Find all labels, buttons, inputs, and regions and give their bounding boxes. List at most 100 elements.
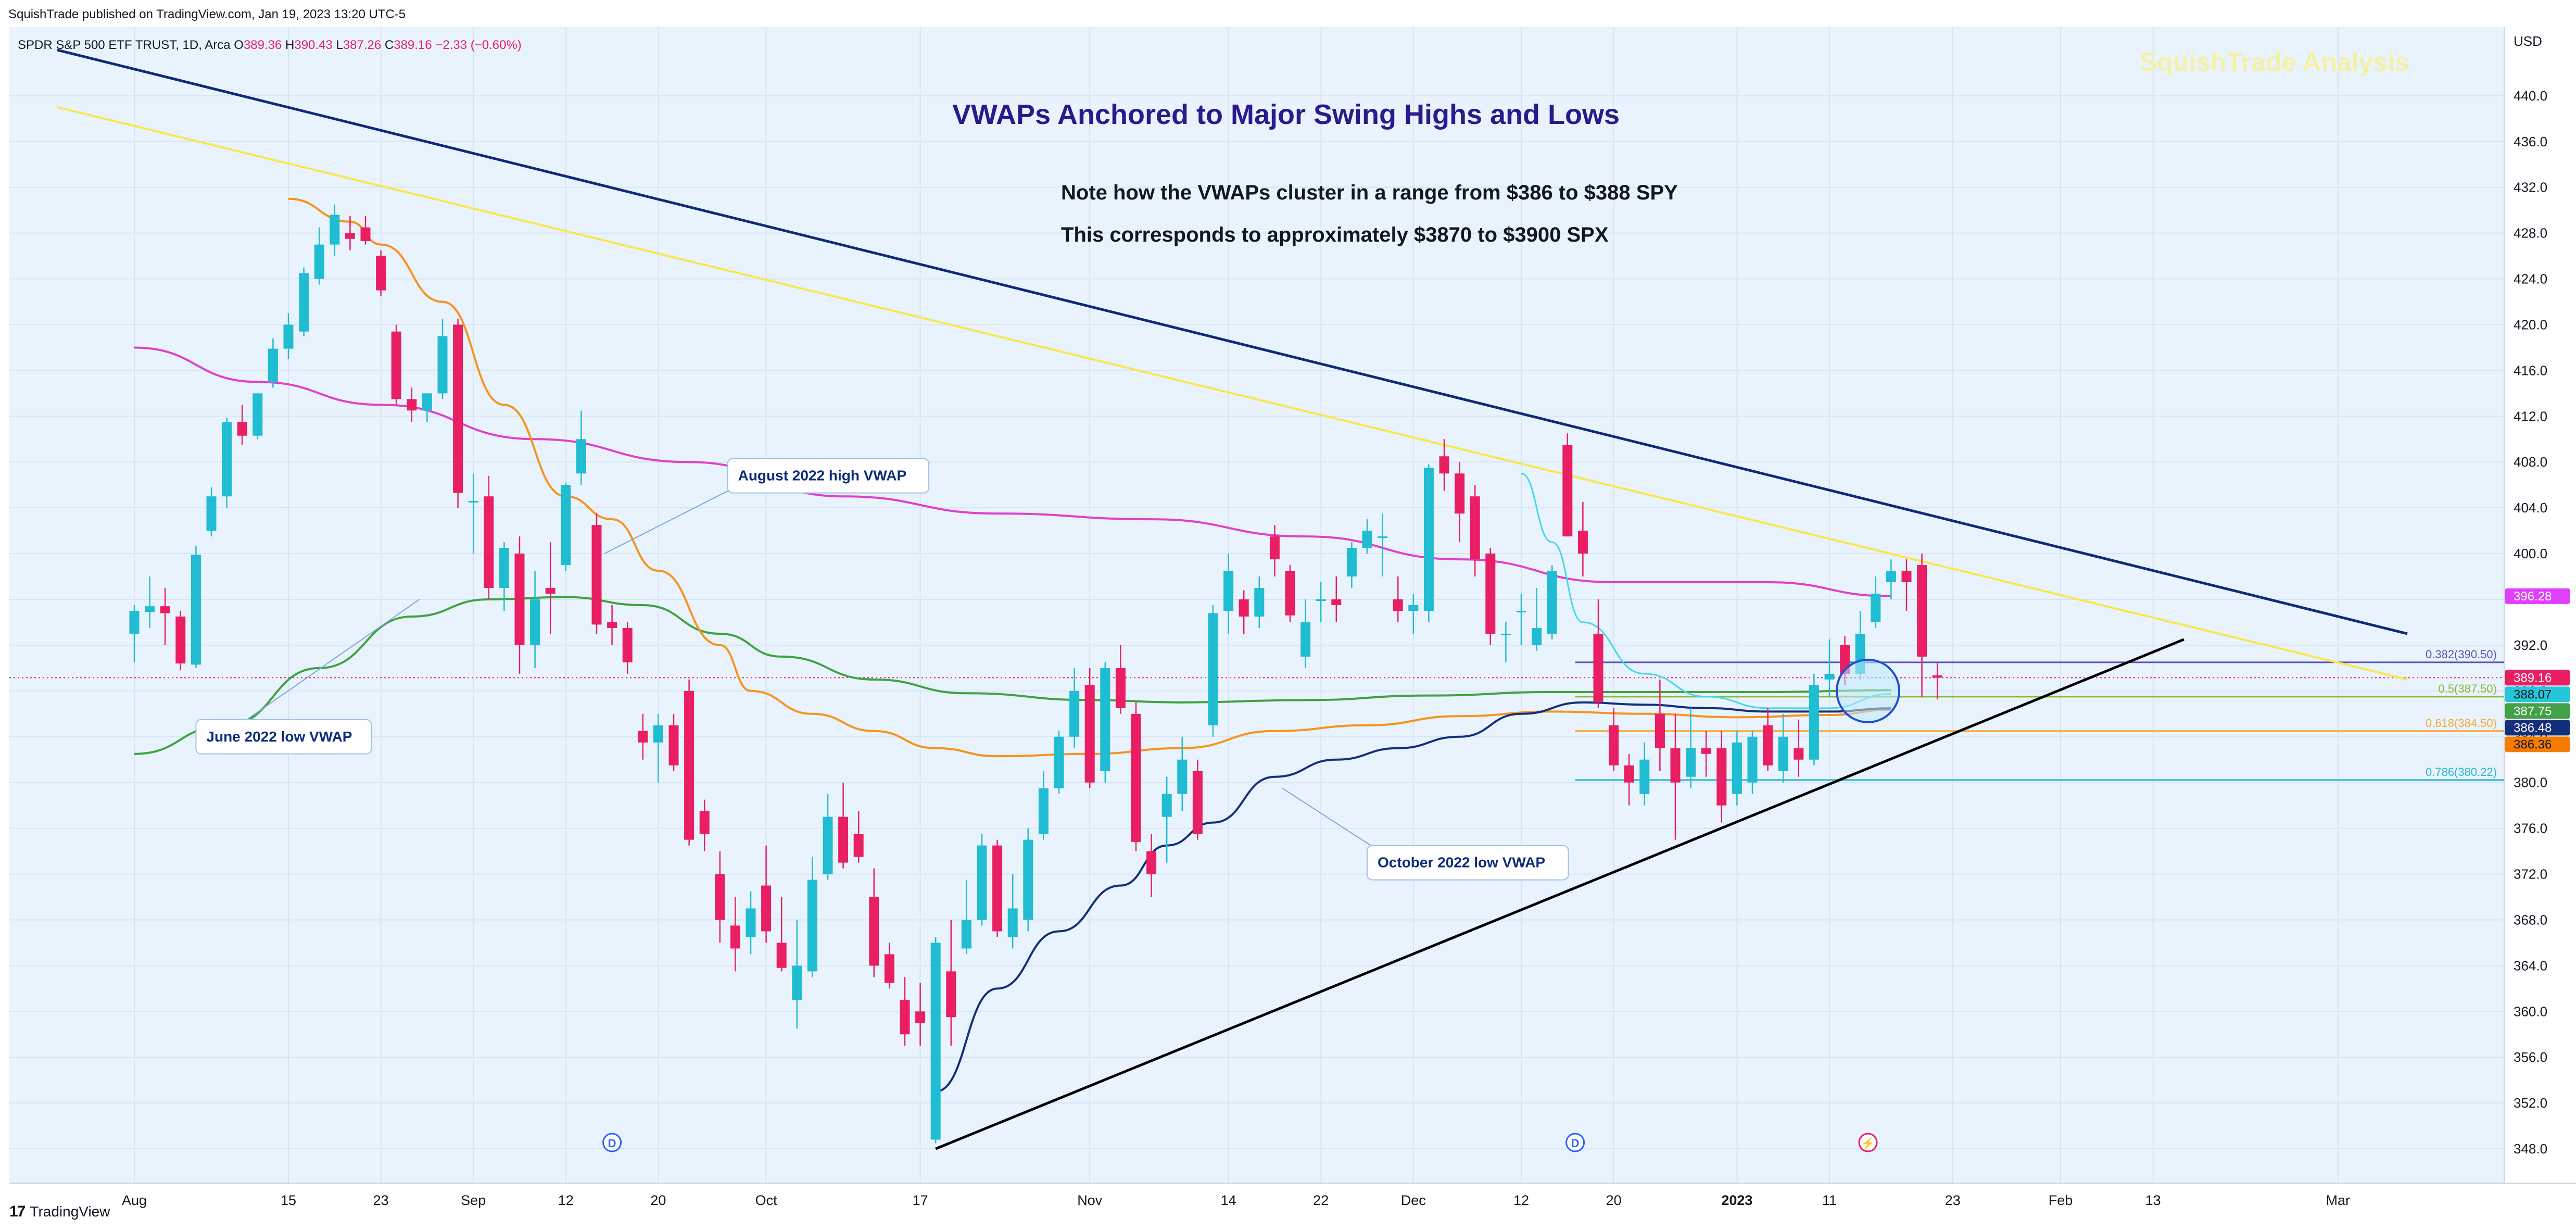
symbol-ohlc[interactable]: SPDR S&P 500 ETF TRUST, 1D, Arca O389.36…: [18, 38, 522, 52]
candle[interactable]: [992, 839, 1003, 937]
candle[interactable]: [1115, 645, 1126, 714]
candle[interactable]: [1331, 576, 1342, 622]
candle[interactable]: [545, 542, 555, 634]
candle[interactable]: [1038, 771, 1049, 840]
annotation-callout[interactable]: August 2022 high VWAP: [604, 458, 930, 554]
candle[interactable]: [684, 679, 694, 846]
candle[interactable]: [792, 920, 802, 1029]
candle[interactable]: [1532, 588, 1542, 651]
vwap-oct-low[interactable]: [935, 701, 1891, 1093]
candle[interactable]: [1577, 502, 1588, 577]
candle[interactable]: [514, 536, 525, 674]
candle[interactable]: [1192, 759, 1203, 840]
candle[interactable]: [838, 782, 849, 869]
candle[interactable]: [206, 487, 217, 537]
candle[interactable]: [1547, 565, 1557, 639]
candle[interactable]: [1917, 554, 1927, 697]
candle[interactable]: [1609, 708, 1619, 771]
candle[interactable]: [191, 545, 201, 668]
candle[interactable]: [1670, 713, 1681, 840]
candle[interactable]: [668, 713, 679, 771]
candle[interactable]: [699, 799, 710, 851]
candle[interactable]: [484, 475, 494, 600]
candle[interactable]: [1701, 731, 1711, 777]
candle[interactable]: [1639, 742, 1650, 806]
candle[interactable]: [1316, 582, 1326, 622]
candle[interactable]: [422, 393, 432, 422]
candle[interactable]: [1901, 559, 1912, 611]
candle[interactable]: [823, 794, 833, 880]
trendline-black[interactable]: [935, 638, 2184, 1150]
candle[interactable]: [160, 588, 170, 645]
candle[interactable]: [961, 880, 971, 955]
candle[interactable]: [237, 405, 247, 445]
candle[interactable]: [1794, 719, 1804, 777]
candle[interactable]: [1100, 662, 1110, 783]
candle[interactable]: [530, 571, 540, 668]
candle[interactable]: [746, 891, 756, 955]
highlight-circle[interactable]: [1836, 658, 1900, 723]
candle[interactable]: [1007, 874, 1018, 949]
moving-average-pink[interactable]: [134, 346, 1891, 597]
candle[interactable]: [1593, 599, 1603, 708]
brand-footer[interactable]: 17 TradingView: [9, 1203, 110, 1221]
candle[interactable]: [776, 897, 787, 972]
candle[interactable]: [376, 250, 386, 296]
candle[interactable]: [1932, 663, 1942, 700]
candle[interactable]: [330, 204, 340, 256]
candle[interactable]: [1824, 639, 1835, 697]
candle[interactable]: [1655, 679, 1665, 771]
candle[interactable]: [1239, 590, 1249, 634]
candle[interactable]: [1732, 731, 1742, 806]
candle[interactable]: [1516, 594, 1526, 645]
candle[interactable]: [1716, 731, 1727, 823]
candle[interactable]: [1408, 594, 1419, 634]
candle[interactable]: [591, 513, 602, 634]
candle[interactable]: [1439, 439, 1449, 491]
candle[interactable]: [915, 983, 926, 1046]
candle[interactable]: [1809, 673, 1819, 765]
candle[interactable]: [761, 845, 772, 943]
candle[interactable]: [638, 713, 648, 760]
candle[interactable]: [299, 267, 309, 336]
candle[interactable]: [1223, 554, 1234, 634]
annotation-callout[interactable]: October 2022 low VWAP: [1282, 787, 1569, 881]
trendline-yellow[interactable]: [57, 106, 2408, 681]
candle[interactable]: [930, 937, 941, 1144]
event-marker[interactable]: ⚡: [1858, 1133, 1878, 1152]
candle[interactable]: [1069, 668, 1080, 748]
candle[interactable]: [1346, 542, 1357, 588]
candle[interactable]: [884, 943, 894, 989]
vwap-june-low[interactable]: [134, 596, 1891, 755]
candle[interactable]: [129, 605, 140, 662]
candle[interactable]: [1146, 834, 1157, 897]
candle[interactable]: [561, 482, 571, 571]
candle[interactable]: [1485, 548, 1496, 645]
candle[interactable]: [468, 473, 478, 554]
candle[interactable]: [252, 393, 263, 440]
candle[interactable]: [1470, 485, 1480, 577]
candle[interactable]: [1871, 576, 1881, 628]
candle[interactable]: [1208, 605, 1218, 737]
price-axis[interactable]: [2504, 27, 2576, 1204]
candle[interactable]: [622, 622, 633, 674]
event-marker[interactable]: D: [1565, 1133, 1585, 1152]
candle[interactable]: [1378, 513, 1388, 577]
candle[interactable]: [1300, 599, 1311, 668]
candle[interactable]: [1393, 576, 1403, 622]
event-marker[interactable]: D: [602, 1133, 622, 1152]
candle[interactable]: [453, 319, 463, 508]
candle[interactable]: [653, 713, 663, 783]
candle[interactable]: [1423, 464, 1434, 622]
candle[interactable]: [1763, 708, 1773, 771]
candle[interactable]: [576, 410, 586, 485]
candle[interactable]: [145, 576, 155, 628]
candle[interactable]: [360, 216, 371, 245]
candle[interactable]: [1886, 559, 1896, 600]
candle[interactable]: [1023, 828, 1033, 932]
candle[interactable]: [1254, 576, 1265, 628]
candle[interactable]: [900, 977, 910, 1046]
candle[interactable]: [1455, 462, 1465, 543]
candle[interactable]: [437, 319, 448, 399]
candle[interactable]: [1054, 731, 1064, 794]
